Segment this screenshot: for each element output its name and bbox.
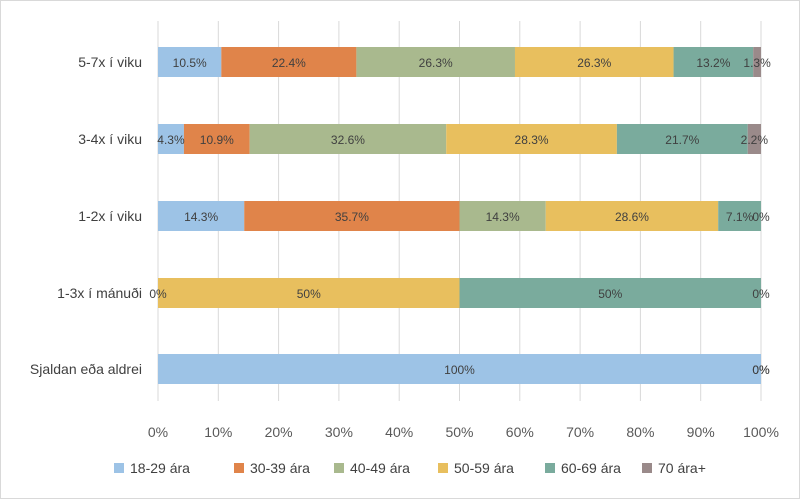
x-tick-label: 90% — [687, 424, 715, 440]
data-label: 10.5% — [173, 56, 207, 70]
data-label: 0% — [149, 287, 167, 301]
x-tick-label: 0% — [148, 424, 168, 440]
data-label: 28.3% — [515, 133, 549, 147]
data-label: 13.2% — [696, 56, 730, 70]
x-tick-label: 30% — [325, 424, 353, 440]
bar-segment — [244, 201, 460, 231]
bar-segment — [158, 124, 184, 154]
data-label: 1.3% — [743, 56, 771, 70]
bar-segment — [356, 47, 515, 77]
bar-segment — [158, 354, 761, 384]
data-label: 35.7% — [335, 210, 369, 224]
bar-segment — [221, 47, 357, 77]
data-label: 50% — [297, 287, 321, 301]
data-label: 0% — [752, 363, 770, 377]
data-label: 7.1% — [726, 210, 754, 224]
x-tick-label: 10% — [204, 424, 232, 440]
data-label: 22.4% — [272, 56, 306, 70]
bar-segment — [673, 47, 754, 77]
data-label: 21.7% — [665, 133, 699, 147]
x-tick-label: 60% — [506, 424, 534, 440]
category-label: 1-2x í viku — [78, 208, 142, 224]
bars — [158, 47, 761, 384]
data-label: 10.9% — [200, 133, 234, 147]
data-label: 0% — [752, 210, 770, 224]
legend-swatch — [334, 463, 344, 473]
legend-swatch — [114, 463, 124, 473]
data-label: 28.6% — [615, 210, 649, 224]
data-label: 4.3% — [157, 133, 185, 147]
bar-segment — [459, 201, 546, 231]
legend-swatch — [234, 463, 244, 473]
bar-segment — [158, 278, 460, 308]
category-label: 3-4x í viku — [78, 131, 142, 147]
x-axis-ticks: 0% 10% 20% 30% 40% 50% 60% 70% 80% 90% 100% — [148, 424, 779, 440]
category-label: 5-7x í viku — [78, 54, 142, 70]
x-tick-label: 70% — [566, 424, 594, 440]
bar-segment — [158, 201, 245, 231]
legend-label: 30-39 ára — [250, 460, 310, 476]
data-label: 2.2% — [741, 133, 769, 147]
legend-label: 18-29 ára — [130, 460, 190, 476]
data-label: 32.6% — [331, 133, 365, 147]
data-label: 100% — [444, 363, 475, 377]
legend-swatch — [545, 463, 555, 473]
bar-segment — [249, 124, 447, 154]
legend-label: 50-59 ára — [454, 460, 514, 476]
category-labels: 5-7x í viku 3-4x í viku 1-2x í viku 1-3x í … — [30, 54, 142, 377]
data-label: 50% — [598, 287, 622, 301]
legend-swatch — [438, 463, 448, 473]
bar-segment — [514, 47, 674, 77]
legend-label: 40-49 ára — [350, 460, 410, 476]
x-tick-label: 40% — [385, 424, 413, 440]
bar-segment — [718, 201, 761, 231]
bar-segment — [446, 124, 617, 154]
category-label: 1-3x í mánuði — [57, 285, 142, 301]
data-label: 14.3% — [486, 210, 520, 224]
data-label: 0% — [752, 363, 770, 377]
x-tick-label: 100% — [743, 424, 779, 440]
bar-segment — [545, 201, 719, 231]
bar-segment — [747, 124, 761, 154]
data-label: 0% — [752, 287, 770, 301]
legend-label: 60-69 ára — [561, 460, 621, 476]
x-tick-label: 50% — [445, 424, 473, 440]
bar-segment — [183, 124, 250, 154]
bar-segment — [459, 278, 761, 308]
bar-segment — [616, 124, 748, 154]
legend-swatch — [642, 463, 652, 473]
legend: 18-29 ára 30-39 ára 40-49 ára 50-59 ára 60-6… — [114, 460, 706, 476]
bar-segment — [753, 47, 761, 77]
legend-label: 70 ára+ — [658, 460, 706, 476]
data-label: 26.3% — [419, 56, 453, 70]
x-tick-label: 20% — [265, 424, 293, 440]
x-tick-label: 80% — [626, 424, 654, 440]
bar-segment — [158, 47, 222, 77]
category-label: Sjaldan eða aldrei — [30, 361, 142, 377]
data-label: 26.3% — [577, 56, 611, 70]
data-label: 14.3% — [184, 210, 218, 224]
data-labels: 10.5% 22.4% 26.3% 26.3% 13.2% 1.3% 4.3% 10.9% 32… — [149, 56, 771, 377]
